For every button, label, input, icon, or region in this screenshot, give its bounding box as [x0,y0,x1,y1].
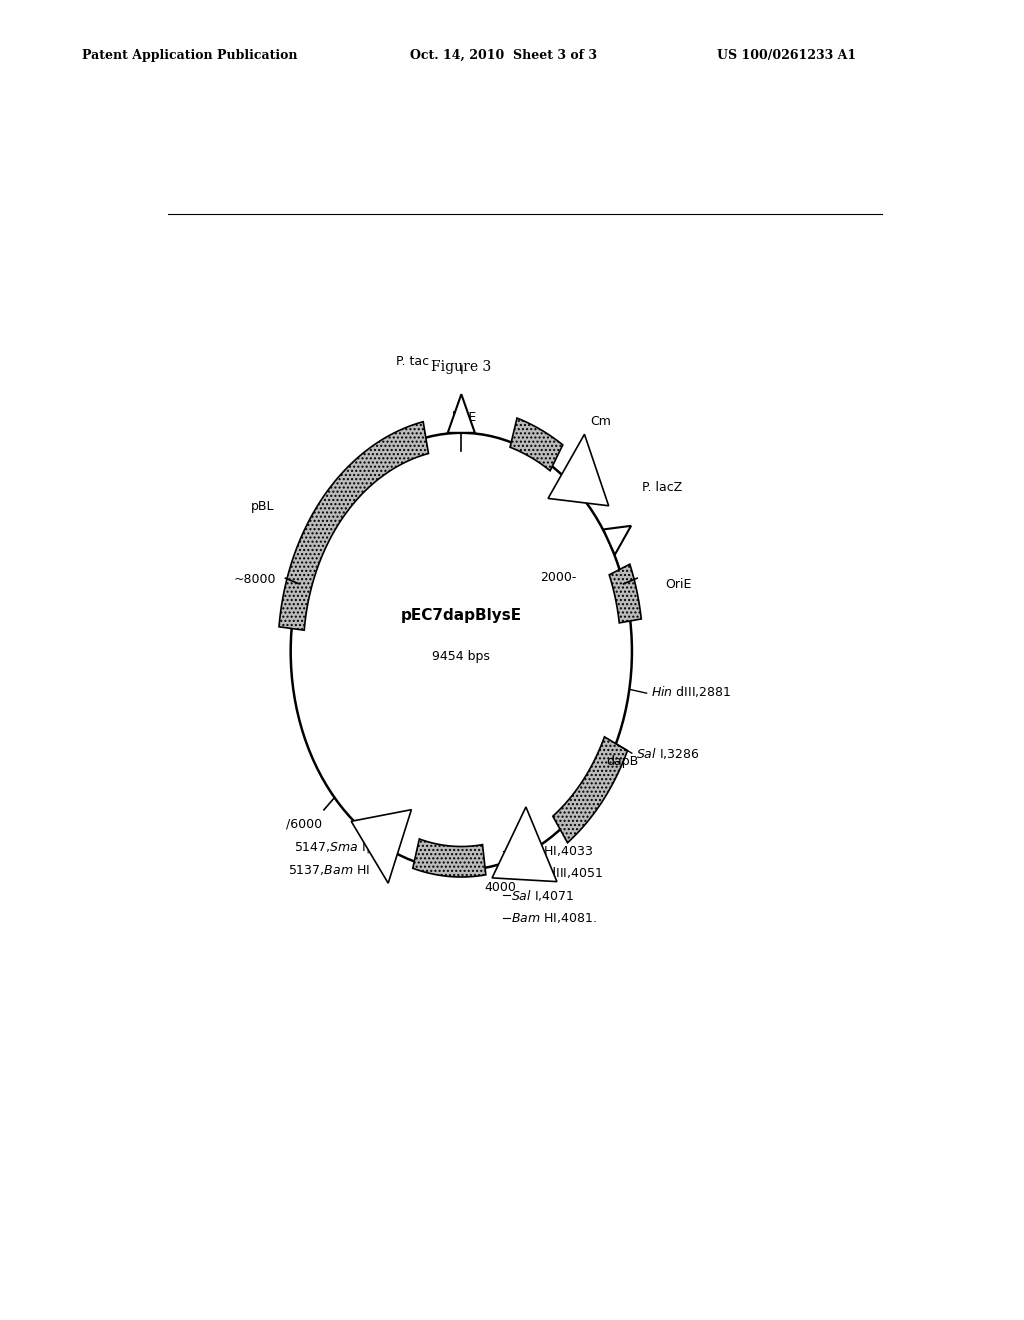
Text: OriE: OriE [665,578,691,591]
Polygon shape [548,434,608,506]
Text: I: I [460,364,463,378]
Text: dapB: dapB [606,755,638,768]
Text: lysE: lysE [453,411,477,424]
Text: P. lacZ: P. lacZ [642,482,682,495]
Text: $\it{Sal}$ I,3286: $\it{Sal}$ I,3286 [636,746,699,760]
Text: 5147,$\it{Sma}$ I|: 5147,$\it{Sma}$ I| [294,840,370,855]
Polygon shape [413,840,485,876]
Text: ~8000: ~8000 [233,573,275,586]
Polygon shape [510,418,563,471]
Text: 9454 bps: 9454 bps [432,649,490,663]
Text: Patent Application Publication: Patent Application Publication [82,49,297,62]
Text: P. tac: P. tac [396,355,430,368]
Text: ...$\it{Hin}$ dIII,4051: ...$\it{Hin}$ dIII,4051 [511,866,603,880]
Polygon shape [609,564,641,623]
Text: /6000: /6000 [286,818,322,832]
Text: 5137,$\it{Bam}$ HI: 5137,$\it{Bam}$ HI [288,863,370,878]
Polygon shape [553,737,628,842]
Text: 4000: 4000 [484,882,516,894]
Text: Cm: Cm [590,414,610,428]
Text: Oct. 14, 2010  Sheet 3 of 3: Oct. 14, 2010 Sheet 3 of 3 [410,49,597,62]
Text: US 100/0261233 A1: US 100/0261233 A1 [717,49,856,62]
Text: $\it{Bam}$ HI,4033: $\it{Bam}$ HI,4033 [511,843,594,858]
Text: pEC7dapBlysE: pEC7dapBlysE [400,609,522,623]
Text: 2000-: 2000- [540,570,577,583]
Text: $\it{Sal}$ I,4071: $\it{Sal}$ I,4071 [511,888,574,903]
Text: Figure 3: Figure 3 [431,360,492,374]
Polygon shape [493,807,557,882]
Polygon shape [603,525,631,554]
Text: $\it{Hin}$ dIII,2881: $\it{Hin}$ dIII,2881 [650,684,731,698]
Text: $\it{Bam}$ HI,4081.: $\it{Bam}$ HI,4081. [511,911,597,924]
Polygon shape [279,421,428,630]
Polygon shape [351,809,412,883]
Text: pBL: pBL [251,500,274,512]
Polygon shape [447,395,475,433]
